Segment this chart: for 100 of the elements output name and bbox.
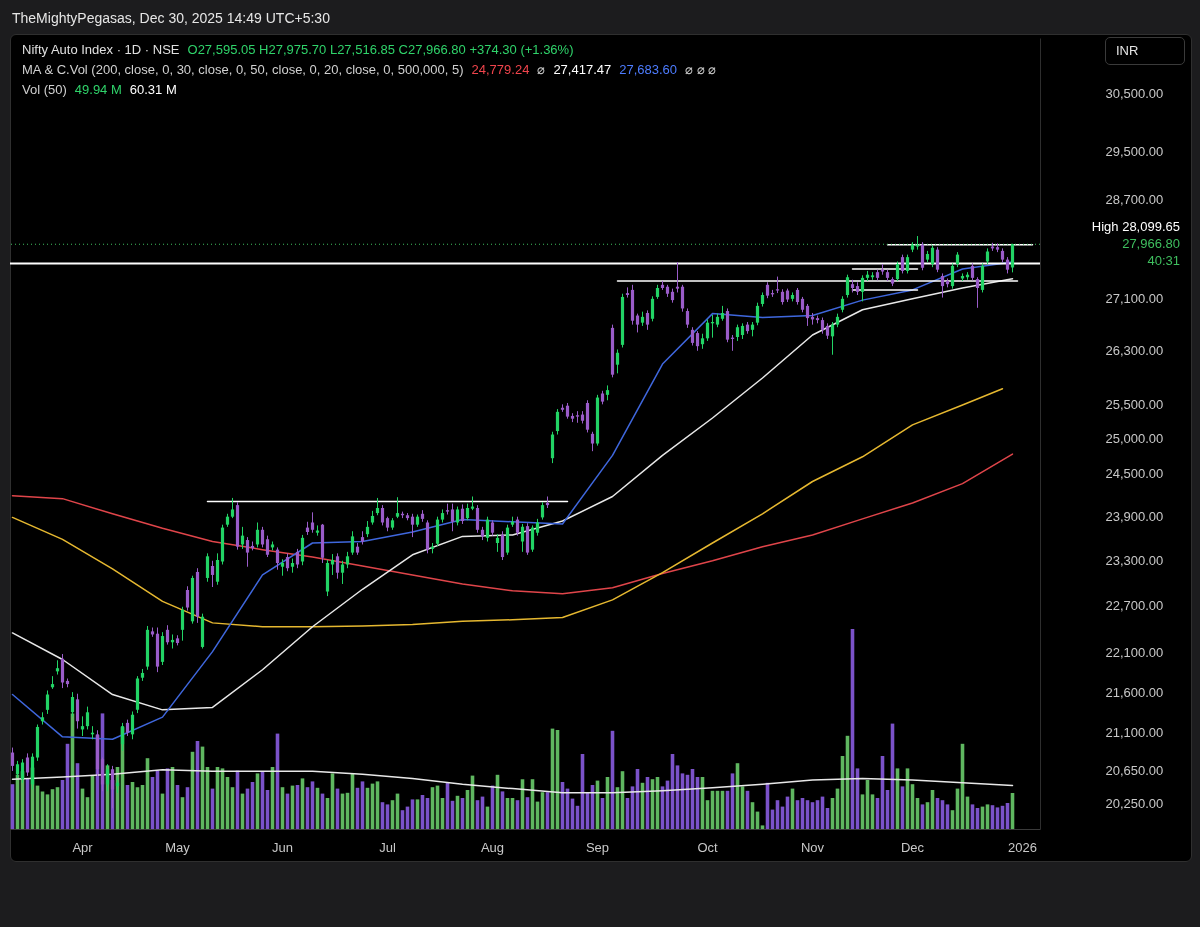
y-tick-label: 23,900.00: [1105, 509, 1164, 525]
candlestick: [485, 516, 490, 543]
candlestick: [245, 536, 250, 568]
candlestick: [935, 246, 940, 273]
candlestick: [500, 530, 505, 561]
candlestick: [975, 276, 980, 309]
candlestick: [460, 503, 465, 525]
chart-subtitle: TheMightyPegasas, Dec 30, 2025 14:49 UTC+5:30: [12, 10, 330, 26]
text: INR: [1105, 37, 1185, 65]
annotation: 27,417.47: [553, 62, 612, 77]
annotation: MA & C.Vol (200, close, 0, 30, close, 0, 50, close, 0, 20, close, 0, 500,000, 5): [22, 62, 464, 77]
y-tick-label: 22,700.00: [1105, 598, 1164, 614]
candlestick: [310, 511, 315, 534]
x-tick-label: Nov: [800, 839, 825, 855]
candlestick: [645, 309, 650, 331]
candlestick: [215, 552, 220, 586]
y-tick-label: 30,500.00: [1105, 86, 1164, 102]
annotation: ⌀ ⌀ ⌀: [685, 62, 717, 77]
candlestick: [555, 408, 560, 436]
candlestick: [520, 523, 525, 553]
line-series: [11, 388, 1004, 628]
x-tick-label: Aug: [480, 839, 505, 855]
x-tick-label: Jun: [272, 839, 293, 855]
line-series: [11, 453, 1014, 595]
candlestick: [515, 516, 520, 537]
candlestick: [680, 284, 685, 313]
candlestick: [550, 431, 555, 464]
x-tick-label: Apr: [72, 839, 94, 855]
candlestick: [860, 274, 865, 302]
candlestick: [165, 624, 170, 646]
candlestick: [80, 715, 85, 737]
annotation: 24,779.24: [471, 62, 530, 77]
ref-line-label: 27,966.80: [1122, 236, 1180, 252]
candlestick: [450, 503, 455, 532]
candlestick: [25, 752, 30, 777]
annotation: ⌀: [537, 62, 546, 77]
candlestick: [45, 690, 50, 715]
candlestick: [625, 286, 630, 299]
candlestick: [340, 560, 345, 585]
candlestick: [615, 348, 620, 374]
candlestick: [845, 274, 850, 299]
candlestick: [230, 497, 235, 519]
candlestick: [950, 262, 955, 290]
candlestick: [85, 706, 90, 730]
y-tick-label: 20,650.00: [1105, 762, 1164, 778]
y-tick-label: 21,100.00: [1105, 725, 1164, 741]
chart-title: Nifty Auto Index · 1D · NSE: [22, 42, 180, 57]
candlestick: [120, 722, 125, 752]
candlestick: [70, 691, 75, 717]
candlestick: [920, 241, 925, 271]
candlestick: [895, 261, 900, 282]
text: High 28,099.65: [1091, 219, 1180, 235]
y-tick-label: 20,250.00: [1105, 796, 1164, 812]
candlestick: [695, 330, 700, 352]
candlestick: [455, 506, 460, 526]
y-tick-label: 26,300.00: [1105, 343, 1164, 359]
y-tick-label: 23,300.00: [1105, 553, 1164, 569]
y-tick-label: 25,500.00: [1105, 396, 1164, 412]
candlestick: [905, 254, 910, 274]
candlestick: [940, 272, 945, 299]
annotation: Vol (50): [22, 82, 67, 97]
y-tick-label: 28,700.00: [1105, 191, 1164, 207]
y-tick-label: 22,100.00: [1105, 644, 1164, 660]
candlestick: [475, 504, 480, 534]
y-tick-label: 21,600.00: [1105, 684, 1164, 700]
candlestick: [380, 504, 385, 526]
candlestick: [295, 548, 300, 569]
candlestick: [590, 431, 595, 452]
x-tick-label: 2026: [1008, 839, 1037, 855]
candlestick: [530, 524, 535, 553]
annotation: 27,683.60: [619, 62, 678, 77]
candlestick: [210, 560, 215, 588]
candlestick: [705, 318, 710, 342]
candlestick: [410, 513, 415, 538]
x-tick-label: Oct: [697, 839, 718, 855]
candlestick: [650, 295, 655, 322]
candlestick: [930, 244, 935, 268]
candlestick: [685, 307, 690, 329]
annotation: 60.31 M: [129, 82, 177, 97]
candlestick: [805, 303, 810, 327]
bar: [760, 825, 765, 829]
candlestick: [690, 326, 695, 347]
y-tick-label: 27,100.00: [1105, 291, 1164, 307]
candlestick: [205, 552, 210, 583]
candlestick: [10, 747, 15, 772]
candlestick: [275, 546, 280, 571]
candlestick: [300, 534, 305, 566]
candlestick: [900, 254, 905, 274]
candlestick: [265, 535, 270, 558]
x-tick-label: May: [165, 839, 191, 855]
y-tick-label: 25,000.00: [1105, 431, 1164, 447]
candlestick: [675, 261, 680, 293]
candlestick: [335, 552, 340, 580]
candlestick: [60, 653, 65, 689]
candlestick: [395, 496, 400, 519]
candlestick: [1010, 243, 1015, 273]
candlestick: [755, 302, 760, 326]
candlestick: [350, 530, 355, 556]
candlestick: [185, 585, 190, 612]
x-tick-label: Jul: [379, 839, 396, 855]
